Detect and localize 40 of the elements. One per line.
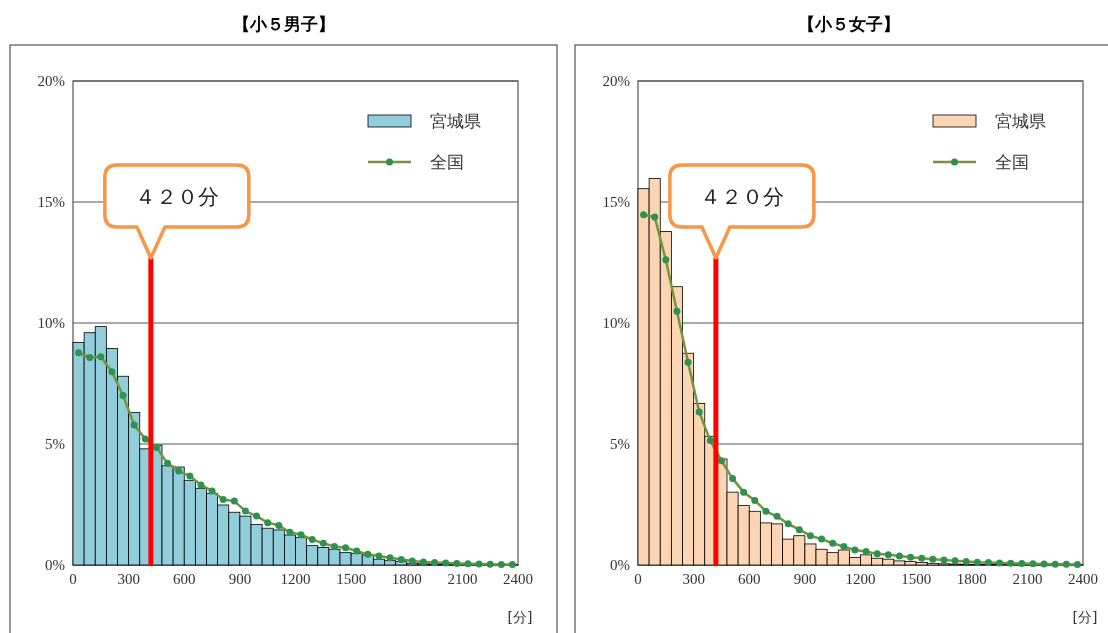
ref-line-label: ４２０分 (134, 185, 219, 209)
x-tick-label: 2100 (447, 571, 478, 587)
x-tick-label: 1800 (956, 571, 987, 587)
y-tick-label: 10% (602, 315, 630, 331)
y-tick-label: 0% (610, 557, 630, 573)
x-tick-label: 0 (634, 571, 642, 587)
x-tick-label: 1500 (336, 571, 367, 587)
chart-title: 【小５女子】 (797, 14, 900, 34)
chart-title: 【小５男子】 (232, 14, 335, 34)
x-tick-label: 2100 (1012, 571, 1043, 587)
y-tick-label: 15% (37, 194, 65, 210)
y-tick-label: 5% (610, 436, 630, 452)
x-tick-label: 2400 (1068, 571, 1098, 587)
x-tick-label: 600 (173, 571, 196, 587)
y-tick-label: 15% (602, 194, 630, 210)
legend-label: 宮城県 (995, 111, 1046, 131)
speech-bubble: ４２０分 (103, 163, 251, 260)
x-tick-label: 1500 (901, 571, 932, 587)
x-tick-label: 0 (69, 571, 77, 587)
y-tick-label: 0% (45, 557, 65, 573)
legend-label: 全国 (430, 152, 464, 172)
x-tick-label: 300 (117, 571, 140, 587)
y-tick-label: 20% (37, 73, 65, 89)
ref-line-label: ４２０分 (699, 185, 784, 209)
y-tick-label: 20% (602, 73, 630, 89)
x-tick-label: 300 (682, 571, 705, 587)
legend-label: 宮城県 (430, 111, 481, 131)
x-tick-label: 1200 (280, 571, 311, 587)
x-tick-label: 900 (793, 571, 817, 587)
x-tick-label: 1800 (391, 571, 422, 587)
y-tick-label: 10% (37, 315, 65, 331)
x-axis-title: [分] (507, 609, 533, 625)
x-tick-label: 900 (228, 571, 252, 587)
legend-label: 全国 (995, 152, 1029, 172)
x-axis-title: [分] (1072, 609, 1098, 625)
x-tick-label: 2400 (503, 571, 533, 587)
speech-bubble: ４２０分 (668, 163, 816, 260)
x-tick-label: 600 (738, 571, 761, 587)
y-tick-label: 5% (45, 436, 65, 452)
x-tick-label: 1200 (845, 571, 876, 587)
